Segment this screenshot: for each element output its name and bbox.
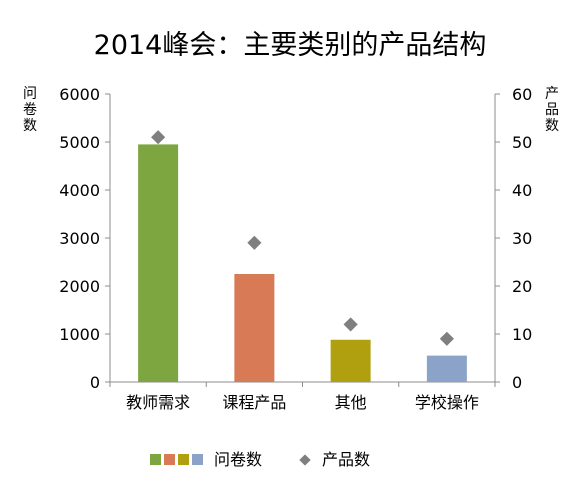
- chart-title: 2014峰会：主要类别的产品结构: [94, 30, 487, 61]
- legend-label-points: 产品数: [322, 450, 370, 469]
- right-tick-label: 40: [512, 181, 532, 200]
- point-4: [439, 331, 454, 346]
- right-tick-label: 0: [512, 373, 522, 392]
- legend: 问卷数 产品数: [150, 450, 370, 469]
- left-axis-label-char: 问: [23, 86, 37, 102]
- right-tick-label: 10: [512, 325, 532, 344]
- legend-swatch-3: [178, 454, 189, 465]
- bar-4: [426, 355, 467, 382]
- bar-1: [138, 144, 179, 382]
- left-tick-label: 4000: [59, 181, 100, 200]
- legend-swatch-4: [192, 454, 203, 465]
- right-axis-label: 产品数: [545, 86, 559, 134]
- left-axis-label-char: 数: [23, 118, 37, 134]
- legend-swatch-2: [164, 454, 175, 465]
- left-axis-label-char: 卷: [23, 102, 37, 118]
- legend-swatch-1: [150, 454, 161, 465]
- bar-2: [234, 274, 275, 382]
- left-tick-label: 2000: [59, 277, 100, 296]
- bar-3: [330, 339, 371, 382]
- right-tick-label: 60: [512, 85, 532, 104]
- left-axis-label: 问卷数: [23, 86, 37, 134]
- x-tick-label: 学校操作: [415, 393, 479, 412]
- left-tick-label: 5000: [59, 133, 100, 152]
- right-tick-label: 30: [512, 229, 532, 248]
- left-tick-label: 3000: [59, 229, 100, 248]
- point-2: [247, 235, 262, 250]
- left-tick-label: 1000: [59, 325, 100, 344]
- legend-marker-points: [299, 454, 311, 466]
- right-axis-label-char: 产: [545, 86, 559, 102]
- right-axis-label-char: 品: [545, 102, 559, 118]
- x-tick-label: 课程产品: [222, 393, 286, 412]
- legend-label-bars: 问卷数: [214, 450, 262, 469]
- point-3: [343, 317, 358, 332]
- right-tick-label: 20: [512, 277, 532, 296]
- left-tick-label: 6000: [59, 85, 100, 104]
- point-1: [151, 130, 166, 145]
- x-tick-label: 教师需求: [126, 393, 190, 412]
- right-tick-label: 50: [512, 133, 532, 152]
- plot-area: 0 1000 2000 3000 4000 5000 6000 0 10 20 30 40 50 60 教师…: [59, 85, 532, 412]
- right-axis-label-char: 数: [545, 118, 559, 134]
- x-tick-label: 其他: [335, 393, 367, 412]
- left-tick-label: 0: [90, 373, 100, 392]
